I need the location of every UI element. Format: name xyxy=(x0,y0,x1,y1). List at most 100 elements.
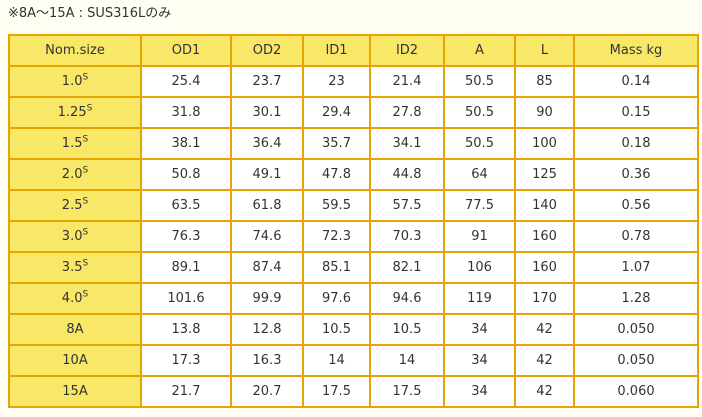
a-cell: 34 xyxy=(443,344,516,377)
column-header-mass-kg: Mass kg xyxy=(573,34,699,67)
size-cell: 3.0S xyxy=(8,220,142,253)
mass-cell: 0.78 xyxy=(573,220,699,253)
size-superscript: S xyxy=(82,196,89,207)
l-cell: 85 xyxy=(514,65,575,98)
l-cell: 160 xyxy=(514,251,575,284)
mass-cell: 1.07 xyxy=(573,251,699,284)
mass-cell: 0.14 xyxy=(573,65,699,98)
column-header-l: L xyxy=(514,34,575,67)
column-header-od1: OD1 xyxy=(140,34,232,67)
size-label: 1.5 xyxy=(61,136,83,151)
id1-cell: 35.7 xyxy=(302,127,371,160)
table-header: Nom.size OD1 OD2 ID1 ID2 A L Mass kg xyxy=(8,34,699,67)
od2-cell: 16.3 xyxy=(230,344,304,377)
size-cell: 15A xyxy=(8,375,142,408)
mass-cell: 0.56 xyxy=(573,189,699,222)
table-row: 8A 13.8 12.8 10.5 10.5 34 42 0.050 xyxy=(8,313,699,346)
a-cell: 34 xyxy=(443,313,516,346)
l-cell: 90 xyxy=(514,96,575,129)
od1-cell: 17.3 xyxy=(140,344,232,377)
od2-cell: 36.4 xyxy=(230,127,304,160)
size-label: 1.0 xyxy=(61,74,83,89)
id1-cell: 47.8 xyxy=(302,158,371,191)
size-cell: 4.0S xyxy=(8,282,142,315)
size-superscript: S xyxy=(82,165,89,176)
od1-cell: 63.5 xyxy=(140,189,232,222)
id1-cell: 10.5 xyxy=(302,313,371,346)
id2-cell: 27.8 xyxy=(369,96,445,129)
size-label: 2.5 xyxy=(61,198,83,213)
size-superscript: S xyxy=(82,258,89,269)
size-cell: 10A xyxy=(8,344,142,377)
mass-cell: 0.050 xyxy=(573,313,699,346)
size-cell: 1.0S xyxy=(8,65,142,98)
od2-cell: 87.4 xyxy=(230,251,304,284)
l-cell: 42 xyxy=(514,344,575,377)
size-cell: 3.5S xyxy=(8,251,142,284)
a-cell: 50.5 xyxy=(443,96,516,129)
size-cell: 2.5S xyxy=(8,189,142,222)
size-label: 15A xyxy=(62,384,88,399)
od2-cell: 20.7 xyxy=(230,375,304,408)
l-cell: 100 xyxy=(514,127,575,160)
size-label: 4.0 xyxy=(61,291,83,306)
column-header-od2: OD2 xyxy=(230,34,304,67)
a-cell: 64 xyxy=(443,158,516,191)
mass-cell: 0.060 xyxy=(573,375,699,408)
l-cell: 170 xyxy=(514,282,575,315)
od1-cell: 89.1 xyxy=(140,251,232,284)
size-label: 8A xyxy=(66,322,84,337)
od1-cell: 76.3 xyxy=(140,220,232,253)
mass-cell: 0.36 xyxy=(573,158,699,191)
l-cell: 42 xyxy=(514,375,575,408)
a-cell: 91 xyxy=(443,220,516,253)
l-cell: 160 xyxy=(514,220,575,253)
od1-cell: 101.6 xyxy=(140,282,232,315)
a-cell: 50.5 xyxy=(443,127,516,160)
l-cell: 42 xyxy=(514,313,575,346)
size-label: 3.0 xyxy=(61,229,83,244)
id2-cell: 34.1 xyxy=(369,127,445,160)
size-label: 1.25 xyxy=(57,105,87,120)
size-label: 3.5 xyxy=(61,260,83,275)
a-cell: 106 xyxy=(443,251,516,284)
id2-cell: 70.3 xyxy=(369,220,445,253)
column-header-id1: ID1 xyxy=(302,34,371,67)
size-label: 2.0 xyxy=(61,167,83,182)
size-superscript: S xyxy=(82,227,89,238)
od1-cell: 13.8 xyxy=(140,313,232,346)
id1-cell: 23 xyxy=(302,65,371,98)
mass-cell: 0.050 xyxy=(573,344,699,377)
column-header-id2: ID2 xyxy=(369,34,445,67)
id1-cell: 14 xyxy=(302,344,371,377)
a-cell: 34 xyxy=(443,375,516,408)
column-header-a: A xyxy=(443,34,516,67)
od2-cell: 61.8 xyxy=(230,189,304,222)
id2-cell: 17.5 xyxy=(369,375,445,408)
id1-cell: 97.6 xyxy=(302,282,371,315)
a-cell: 50.5 xyxy=(443,65,516,98)
id2-cell: 14 xyxy=(369,344,445,377)
od2-cell: 30.1 xyxy=(230,96,304,129)
size-superscript: S xyxy=(86,103,93,114)
table-row: 3.5S 89.1 87.4 85.1 82.1 106 160 1.07 xyxy=(8,251,699,284)
size-superscript: S xyxy=(82,134,89,145)
od1-cell: 25.4 xyxy=(140,65,232,98)
table-row: 4.0S 101.6 99.9 97.6 94.6 119 170 1.28 xyxy=(8,282,699,315)
a-cell: 77.5 xyxy=(443,189,516,222)
id2-cell: 21.4 xyxy=(369,65,445,98)
od2-cell: 49.1 xyxy=(230,158,304,191)
mass-cell: 1.28 xyxy=(573,282,699,315)
table-row: 2.5S 63.5 61.8 59.5 57.5 77.5 140 0.56 xyxy=(8,189,699,222)
od1-cell: 50.8 xyxy=(140,158,232,191)
od1-cell: 21.7 xyxy=(140,375,232,408)
od2-cell: 99.9 xyxy=(230,282,304,315)
id1-cell: 29.4 xyxy=(302,96,371,129)
table-body: 1.0S 25.4 23.7 23 21.4 50.5 85 0.14 1.25… xyxy=(8,65,699,408)
size-cell: 1.5S xyxy=(8,127,142,160)
od2-cell: 74.6 xyxy=(230,220,304,253)
table-row: 15A 21.7 20.7 17.5 17.5 34 42 0.060 xyxy=(8,375,699,408)
table-row: 2.0S 50.8 49.1 47.8 44.8 64 125 0.36 xyxy=(8,158,699,191)
od1-cell: 38.1 xyxy=(140,127,232,160)
od2-cell: 23.7 xyxy=(230,65,304,98)
